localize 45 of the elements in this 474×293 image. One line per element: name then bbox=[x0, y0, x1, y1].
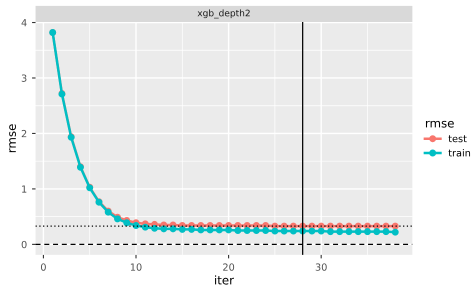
x-tick-label: 10 bbox=[130, 263, 142, 271]
point bbox=[392, 222, 399, 230]
y-tick-label: 3 bbox=[22, 74, 26, 82]
point bbox=[234, 227, 242, 234]
point bbox=[290, 228, 297, 235]
point bbox=[170, 225, 177, 232]
point bbox=[382, 228, 390, 236]
point bbox=[244, 227, 251, 234]
point bbox=[364, 228, 371, 236]
x-tick-label: 30 bbox=[316, 263, 327, 271]
point bbox=[188, 226, 196, 233]
point bbox=[345, 228, 352, 236]
point bbox=[262, 227, 270, 234]
chart-title: xgb_depth2 bbox=[198, 9, 250, 18]
legend-title: rmse bbox=[426, 120, 454, 128]
point bbox=[123, 219, 130, 226]
x-tick-label: 20 bbox=[223, 263, 234, 271]
point bbox=[271, 228, 278, 235]
point bbox=[326, 228, 334, 236]
point bbox=[336, 228, 344, 236]
point bbox=[142, 224, 149, 231]
point bbox=[225, 226, 232, 234]
x-tick-label: 0 bbox=[40, 263, 46, 271]
legend-label: train bbox=[448, 149, 470, 157]
y-tick-label: 2 bbox=[22, 130, 26, 138]
x-axis-title: iter bbox=[215, 275, 234, 285]
y-axis-title: rmse bbox=[9, 124, 16, 152]
point bbox=[132, 222, 140, 229]
point bbox=[392, 228, 399, 236]
point bbox=[308, 228, 316, 235]
point bbox=[252, 227, 260, 234]
y-tick-label: 4 bbox=[22, 19, 27, 26]
point bbox=[206, 226, 214, 234]
y-tick-label: 0 bbox=[22, 240, 27, 248]
point bbox=[160, 225, 168, 232]
point bbox=[151, 224, 158, 232]
point bbox=[318, 228, 325, 235]
point bbox=[216, 226, 223, 234]
legend-label: test bbox=[448, 135, 467, 142]
point bbox=[178, 226, 186, 233]
point bbox=[373, 228, 380, 236]
y-tick-label: 1 bbox=[22, 186, 26, 193]
point bbox=[354, 228, 362, 236]
point bbox=[197, 226, 204, 234]
point bbox=[280, 228, 288, 235]
